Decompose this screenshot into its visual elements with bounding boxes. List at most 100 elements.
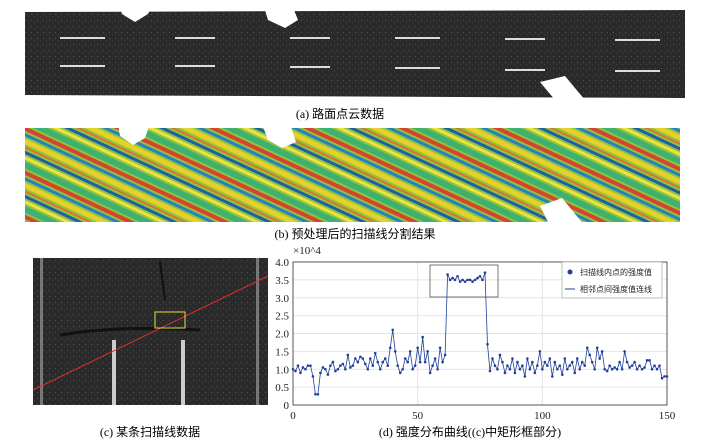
data-point [371, 364, 375, 367]
data-point [653, 364, 656, 367]
data-point [560, 373, 564, 376]
data-point [610, 367, 614, 371]
data-point [406, 360, 409, 364]
data-point [326, 373, 330, 376]
y-tick-label: 3.5 [275, 275, 289, 287]
data-point [593, 367, 596, 371]
data-point [595, 346, 599, 350]
data-point [321, 366, 325, 369]
data-point [373, 351, 377, 355]
data-point [466, 278, 469, 282]
data-point [541, 367, 544, 371]
data-point [354, 357, 357, 360]
data-point [618, 360, 621, 364]
data-point [486, 342, 489, 346]
data-point [546, 364, 549, 367]
data-point [491, 357, 494, 360]
data-point [403, 357, 407, 360]
data-point [650, 367, 654, 371]
data-point [640, 367, 644, 371]
data-point [461, 278, 464, 282]
data-point [508, 367, 512, 371]
data-point [488, 369, 492, 373]
data-point [301, 366, 305, 369]
y-tick-label: 2.0 [275, 329, 289, 341]
data-point [388, 346, 392, 350]
data-point [311, 375, 315, 378]
data-point [590, 360, 594, 364]
data-point [645, 359, 649, 362]
data-point [334, 369, 337, 373]
data-point [638, 364, 641, 367]
legend-label: 相邻点间强度值连线 [580, 284, 652, 294]
data-point [391, 328, 395, 332]
data-point [643, 366, 646, 369]
data-point [573, 371, 577, 375]
data-point [423, 360, 427, 364]
data-point [473, 278, 477, 282]
data-point [468, 278, 472, 282]
data-point [608, 364, 611, 367]
data-point [518, 367, 522, 371]
data-point [578, 367, 582, 371]
data-point [493, 364, 497, 367]
y-tick-label: 0 [284, 400, 290, 412]
data-point [658, 364, 661, 367]
data-point [613, 366, 616, 369]
data-point [366, 367, 370, 371]
data-point [411, 367, 414, 371]
data-point [548, 357, 552, 360]
data-point [294, 369, 297, 373]
x-tick-label: 0 [290, 410, 296, 422]
data-point [575, 357, 579, 360]
data-point [635, 367, 639, 371]
data-point [331, 360, 335, 364]
data-point [428, 371, 432, 375]
y-multiplier: ×10^4 [293, 245, 321, 257]
data-point [478, 275, 482, 278]
data-point [588, 353, 592, 357]
data-point [443, 353, 447, 357]
data-point [533, 371, 537, 375]
highlight-box [429, 264, 499, 298]
x-tick-label: 100 [534, 410, 551, 422]
data-point [306, 364, 310, 367]
data-point [453, 278, 457, 282]
caption: (c) 某条扫描线数据 [100, 424, 200, 439]
data-point [436, 367, 439, 371]
data-point [438, 346, 442, 350]
data-point [605, 369, 609, 373]
data-point [553, 360, 557, 364]
data-point [503, 371, 507, 375]
data-point [304, 367, 307, 371]
data-point [580, 360, 584, 364]
y-tick-label: 1.0 [275, 364, 289, 376]
data-point [316, 392, 320, 396]
point-cloud-image [25, 0, 685, 100]
data-point [351, 364, 355, 367]
data-point [563, 357, 567, 360]
data-point [364, 362, 367, 366]
data-point [378, 367, 382, 371]
y-tick-label: 3.0 [275, 293, 289, 305]
data-point [446, 273, 449, 276]
data-point [570, 360, 574, 364]
plot-frame [292, 261, 668, 406]
y-tick-label: 1.5 [275, 346, 289, 358]
data-point [603, 367, 606, 371]
data-point [296, 364, 300, 367]
data-point [341, 362, 345, 366]
data-point [513, 371, 517, 375]
data-point [421, 335, 424, 339]
data-point [368, 357, 372, 360]
data-point [630, 364, 634, 367]
data-point [336, 367, 340, 371]
data-point [501, 360, 504, 364]
legend-box [561, 261, 663, 299]
caption: (d) 强度分布曲线((c)中矩形框部分) [379, 424, 561, 439]
data-point [396, 364, 400, 367]
data-point [496, 367, 499, 371]
data-point [359, 355, 362, 359]
data-point [565, 367, 569, 371]
